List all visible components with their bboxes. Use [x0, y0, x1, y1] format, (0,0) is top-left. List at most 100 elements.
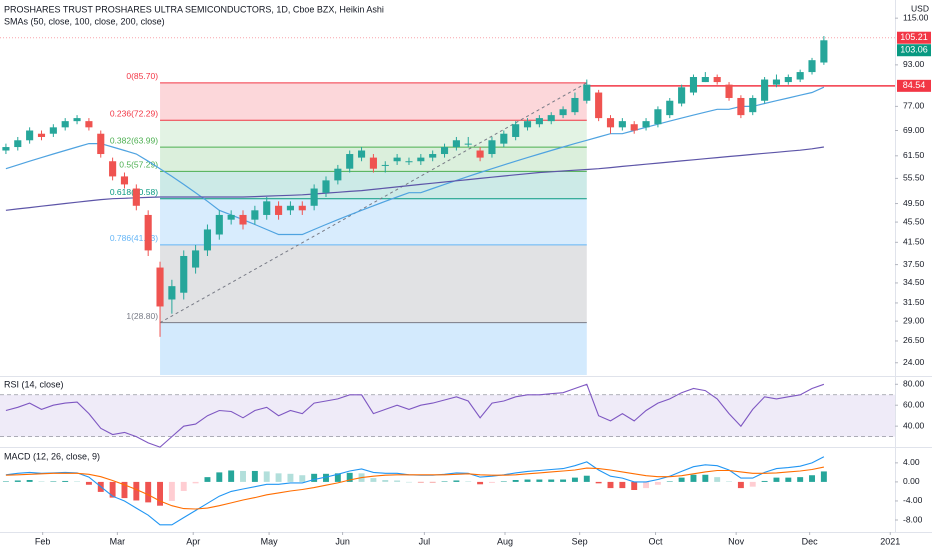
- histogram-bar: [26, 480, 33, 482]
- fib-level-label: 1(28.80): [126, 311, 158, 321]
- candle-body: [358, 150, 366, 158]
- fib-level-label: 0.5(57.29): [119, 160, 158, 170]
- y-tick-label: 37.50: [903, 259, 925, 269]
- candle-body: [606, 118, 615, 128]
- candle-body: [500, 133, 508, 144]
- candle-body: [144, 214, 152, 251]
- candle-body: [227, 214, 235, 220]
- y-tick-label: -8.00: [903, 514, 923, 524]
- histogram-bar: [809, 475, 815, 482]
- candle-body: [405, 161, 413, 163]
- histogram-bar: [666, 481, 673, 482]
- candle-body: [381, 164, 389, 166]
- histogram-bar: [38, 481, 45, 482]
- y-tick-label: -4.00: [903, 495, 923, 505]
- histogram-bar: [275, 473, 282, 482]
- histogram-bar: [678, 477, 685, 482]
- fib-level-label: 0.382(63.99): [110, 135, 158, 145]
- histogram-bar: [287, 473, 294, 482]
- candle-body: [772, 79, 781, 85]
- candle-body: [512, 124, 520, 137]
- x-tick-label: Oct: [649, 536, 664, 546]
- candle-body: [203, 229, 212, 251]
- candle-body: [334, 168, 342, 181]
- histogram-bar: [14, 480, 21, 482]
- fib-band: [160, 244, 587, 323]
- histogram-bar: [702, 474, 709, 482]
- candle-body: [796, 72, 804, 80]
- candle-body: [429, 154, 437, 158]
- histogram-bar: [737, 481, 744, 489]
- histogram-bar: [536, 479, 543, 482]
- rsi-band: [0, 394, 895, 437]
- histogram-bar: [323, 473, 329, 482]
- histogram-bar: [157, 481, 163, 506]
- histogram-bar: [62, 480, 69, 482]
- candle-body: [618, 121, 626, 128]
- histogram-bar: [560, 479, 567, 482]
- candle-body: [417, 157, 425, 162]
- x-tick-label: Mar: [110, 536, 126, 546]
- candle-body: [298, 205, 306, 211]
- candle-body: [654, 109, 662, 125]
- y-tick-label: 69.00: [903, 125, 925, 135]
- candle-body: [737, 97, 745, 116]
- histogram-bar: [548, 479, 555, 482]
- candle-body: [749, 97, 757, 113]
- histogram-bar: [429, 481, 436, 483]
- histogram-bar: [785, 477, 792, 482]
- candle-body: [97, 133, 105, 155]
- histogram-bar: [228, 470, 235, 482]
- y-tick-label: 29.00: [903, 315, 925, 325]
- fib-level-label: 0.786(41.03): [110, 233, 158, 243]
- candle-body: [666, 100, 674, 116]
- histogram-bar: [571, 477, 578, 482]
- y-tick-label: 40.00: [903, 420, 925, 430]
- indicator-line: [5, 466, 825, 510]
- candle-body: [26, 130, 34, 141]
- candle-body: [678, 87, 686, 104]
- candle-body: [2, 147, 10, 151]
- histogram-bar: [2, 481, 9, 482]
- histogram-bar: [726, 481, 733, 482]
- histogram-bar: [820, 471, 827, 482]
- histogram-bar: [334, 473, 341, 482]
- candle-body: [120, 176, 129, 185]
- y-tick-label: 4.00: [903, 457, 920, 467]
- histogram-bar: [50, 481, 57, 482]
- x-tick-label: Feb: [35, 536, 51, 546]
- candle-body: [820, 40, 828, 63]
- price-label-box: [897, 79, 931, 92]
- candle-body: [808, 60, 816, 73]
- histogram-bar: [263, 471, 270, 482]
- candle-body: [595, 92, 603, 119]
- fib-band: [160, 82, 587, 121]
- candle-body: [49, 127, 57, 134]
- fib-band: [160, 322, 587, 375]
- candle-body: [452, 140, 460, 148]
- histogram-bar: [500, 481, 507, 482]
- candle-body: [464, 143, 472, 145]
- candle-body: [73, 118, 81, 122]
- y-tick-label: 61.50: [903, 150, 925, 160]
- y-tick-label: 31.50: [903, 297, 925, 307]
- histogram-bar: [240, 470, 246, 482]
- candle-body: [559, 109, 567, 116]
- candle-body: [630, 124, 638, 131]
- price-label-box: [897, 31, 931, 44]
- candle-body: [393, 157, 401, 162]
- y-tick-label: 41.50: [903, 237, 925, 247]
- histogram-bar: [749, 481, 756, 487]
- histogram-bar: [512, 480, 519, 482]
- pane-title: RSI (14, close): [4, 379, 64, 389]
- histogram-bar: [477, 481, 484, 485]
- y-tick-label: 80.00: [903, 379, 925, 389]
- histogram-bar: [406, 481, 412, 483]
- candle-body: [476, 150, 484, 158]
- candle-body: [263, 201, 271, 215]
- histogram-bar: [488, 481, 495, 483]
- chart-subtitle: SMAs (50, close, 100, close, 200, close): [4, 16, 165, 26]
- candle-body: [156, 267, 164, 307]
